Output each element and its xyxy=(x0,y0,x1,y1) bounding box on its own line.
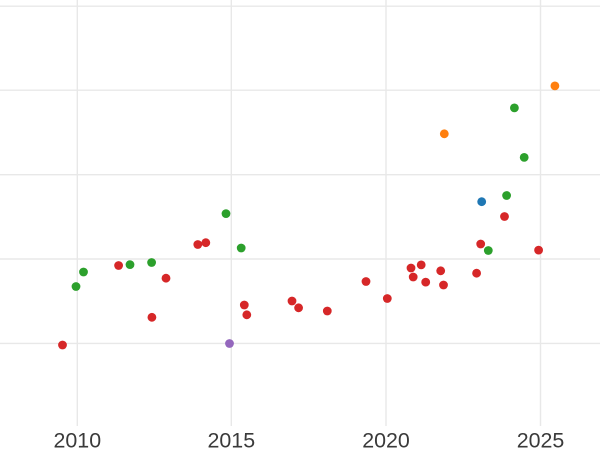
svg-text:2025: 2025 xyxy=(517,429,565,450)
svg-text:2015: 2015 xyxy=(208,429,256,450)
svg-text:2020: 2020 xyxy=(362,429,410,450)
svg-text:2010: 2010 xyxy=(54,429,102,450)
